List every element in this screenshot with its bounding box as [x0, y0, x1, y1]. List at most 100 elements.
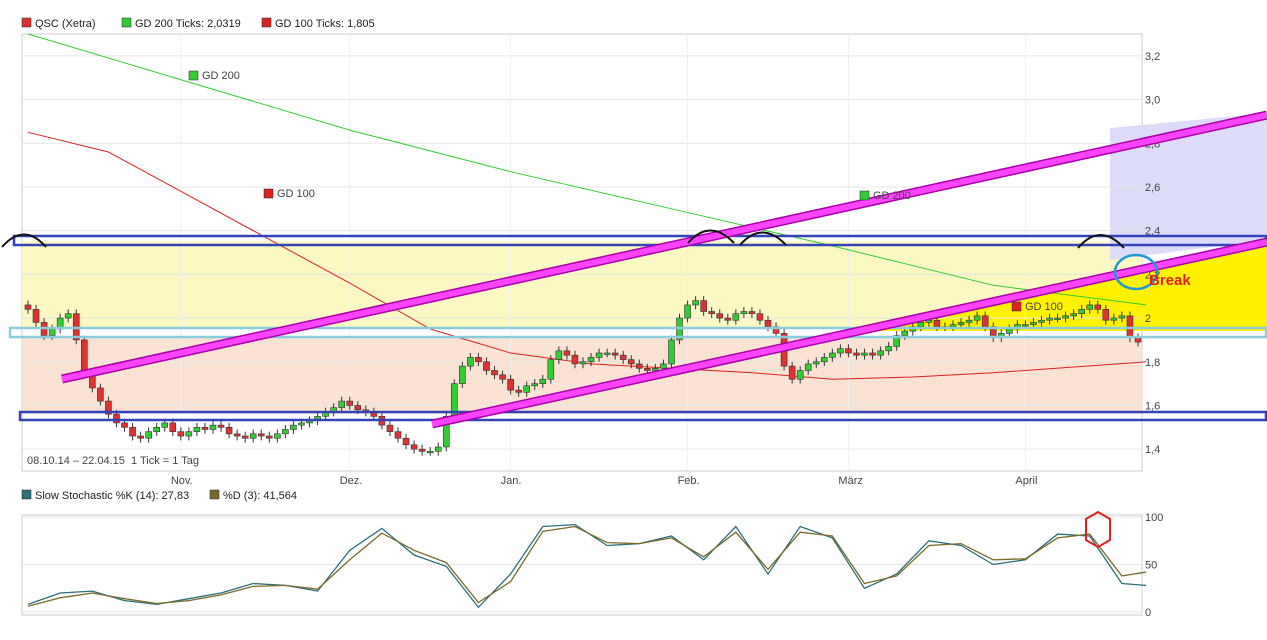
- candle-body: [853, 352, 860, 356]
- candle-body: [949, 324, 957, 328]
- candle-body: [169, 422, 177, 432]
- candle-body: [459, 365, 466, 384]
- candle-body: [338, 400, 345, 408]
- gd100-label-b: GD 100: [1025, 301, 1063, 313]
- y-tick-label: 1,4: [1145, 444, 1160, 456]
- candle-body: [563, 350, 571, 356]
- support-box: [8, 326, 1267, 339]
- candle-body: [748, 311, 756, 314]
- candle-body: [716, 313, 724, 319]
- y-tick-label: 2: [1145, 313, 1151, 325]
- candle-body: [507, 378, 514, 391]
- candle-body: [1110, 317, 1118, 321]
- candle-body: [153, 426, 160, 432]
- candle-body: [290, 424, 297, 430]
- candle-body: [547, 359, 555, 380]
- gd200-marker-b: [859, 190, 870, 201]
- candle-body: [901, 330, 909, 336]
- candle-body: [1062, 315, 1069, 319]
- candle-body: [1006, 328, 1013, 334]
- candle-body: [1102, 309, 1110, 321]
- candle-body: [644, 368, 651, 371]
- candle-body: [499, 374, 506, 380]
- candle-body: [829, 352, 836, 358]
- candle-body: [764, 319, 772, 328]
- candle-body: [185, 431, 193, 437]
- candle-body: [121, 422, 128, 428]
- upper-trendline: [61, 112, 1267, 382]
- y-tick-label: 2,4: [1145, 226, 1160, 238]
- stoch-gridlines: [22, 516, 1142, 613]
- candle-body: [579, 361, 587, 365]
- lower-trendline: [431, 239, 1267, 427]
- arc-marker: [739, 231, 787, 246]
- candle-body: [97, 387, 104, 402]
- candle-body: [845, 348, 852, 354]
- candle-body: [402, 437, 410, 446]
- candle-body: [660, 363, 667, 369]
- candle-body: [32, 309, 40, 323]
- candle-body: [145, 431, 152, 439]
- candle-body: [668, 339, 675, 365]
- candle-body: [177, 431, 185, 437]
- candle-body: [732, 313, 740, 321]
- candle-body: [861, 352, 868, 356]
- hexagon-marker: [1085, 510, 1111, 549]
- candle-body: [1022, 324, 1029, 327]
- candle-body: [1046, 317, 1053, 321]
- candle-body: [611, 352, 619, 356]
- candle-body: [1038, 319, 1045, 323]
- stoch-y-tick-label: 0: [1145, 607, 1151, 619]
- candle-body: [105, 400, 112, 415]
- candle-body: [539, 378, 547, 384]
- candle-body: [418, 448, 426, 452]
- candle-body: [603, 352, 611, 355]
- candle-body: [796, 370, 804, 380]
- candle-body: [1086, 304, 1094, 310]
- candle-body: [491, 370, 498, 376]
- candle-body: [129, 426, 136, 437]
- candle-body: [217, 424, 225, 428]
- candle-body: [965, 319, 973, 323]
- gd200-marker: [188, 70, 199, 81]
- candle-body: [700, 300, 707, 312]
- stoch-line: [27, 525, 1147, 607]
- candle-body: [812, 361, 820, 365]
- legend-gd200-label: GD 200 Ticks: 2,0319: [135, 18, 241, 30]
- candle-body: [531, 383, 539, 387]
- candle-body: [973, 315, 981, 321]
- candle-body: [837, 348, 844, 354]
- candle-body: [917, 322, 925, 328]
- candle-body: [877, 350, 884, 356]
- tick-info: 1 Tick = 1 Tag: [131, 455, 199, 467]
- x-tick-label: April: [1015, 475, 1037, 487]
- candle-body: [652, 368, 659, 371]
- x-tick-label: März: [838, 475, 862, 487]
- channel-fill: [1110, 113, 1267, 260]
- date-range: 08.10.14 – 22.04.15: [27, 455, 125, 467]
- candle-body: [81, 339, 88, 373]
- stoch-d-swatch: [209, 489, 220, 500]
- candle-body: [821, 357, 828, 363]
- candle-body: [1094, 304, 1102, 310]
- candle-body: [708, 311, 715, 314]
- candle-body: [555, 350, 563, 360]
- ma-line: [27, 33, 1147, 306]
- candle-body: [266, 435, 273, 439]
- candle-body: [394, 431, 402, 439]
- candle-body: [1030, 322, 1037, 325]
- legend-price-label: QSC (Xetra): [35, 18, 96, 30]
- arc-marker: [1, 233, 47, 248]
- candle-body: [24, 304, 32, 310]
- legend-swatch-gd100: [261, 17, 272, 28]
- y-tick-label: 1,6: [1145, 400, 1160, 412]
- candle-body: [48, 328, 56, 336]
- x-tick-label: Jan.: [501, 475, 522, 487]
- x-tick-label: Dez.: [340, 475, 363, 487]
- candle-body: [933, 319, 941, 328]
- candle-body: [113, 413, 120, 424]
- candle-body: [225, 426, 233, 435]
- legend-swatch-gd200: [121, 17, 132, 28]
- stoch-y-ticks: 0 50 100: [1145, 512, 1163, 619]
